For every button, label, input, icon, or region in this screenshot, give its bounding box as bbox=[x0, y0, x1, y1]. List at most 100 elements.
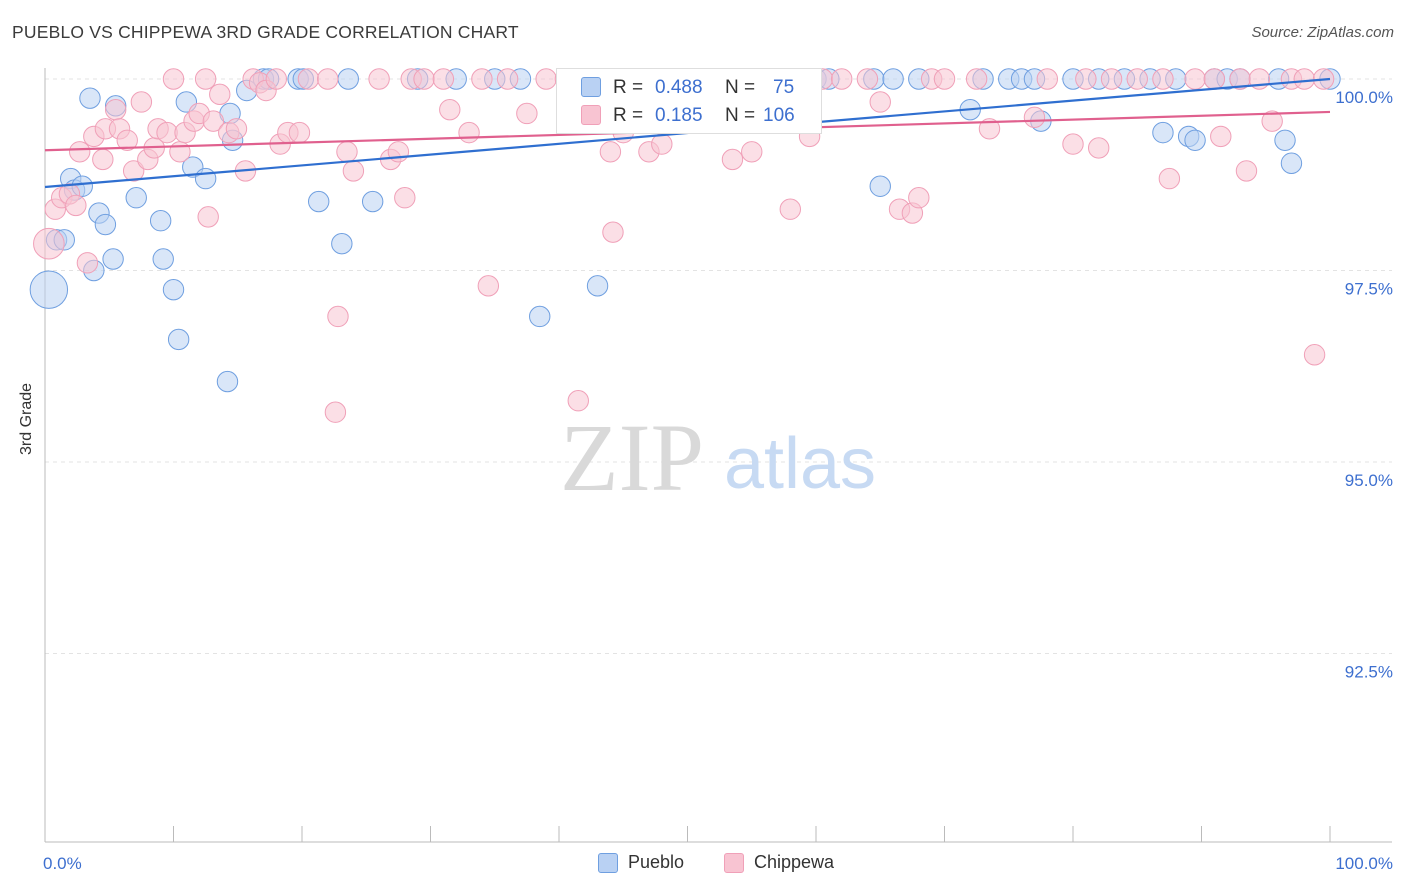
chippewa-point bbox=[104, 98, 127, 121]
chippewa-point bbox=[33, 227, 65, 260]
chippewa-point bbox=[342, 160, 365, 182]
chippewa-point bbox=[1100, 68, 1123, 90]
chippewa-point bbox=[65, 194, 87, 217]
chippewa-point bbox=[130, 91, 153, 113]
pueblo-legend-label: Pueblo bbox=[628, 852, 685, 872]
chippewa-point bbox=[368, 68, 390, 90]
chippewa-point bbox=[1023, 106, 1046, 129]
chippewa-point bbox=[1203, 68, 1226, 90]
source-label: Source: ZipAtlas.com bbox=[1251, 24, 1394, 41]
chippewa-point bbox=[432, 68, 455, 90]
chippewa-point bbox=[1235, 160, 1258, 182]
watermark-atlas: atlas bbox=[724, 424, 876, 504]
chippewa-point bbox=[831, 68, 853, 90]
chippewa-point bbox=[225, 118, 248, 140]
chippewa-point bbox=[651, 133, 673, 155]
pueblo-point bbox=[869, 175, 891, 197]
pueblo-point bbox=[308, 190, 330, 213]
y-tick-label: 92.5% bbox=[1345, 663, 1393, 682]
chippewa-point bbox=[1062, 133, 1084, 155]
watermark: ZIP atlas bbox=[560, 404, 876, 511]
chippewa-point bbox=[162, 68, 185, 90]
chippewa-point bbox=[1210, 125, 1232, 148]
pueblo-point bbox=[162, 278, 185, 301]
chippewa-point bbox=[116, 129, 138, 151]
pueblo-point bbox=[586, 275, 609, 297]
chippewa-point bbox=[169, 141, 191, 163]
pueblo-point bbox=[361, 190, 384, 213]
chippewa-point bbox=[156, 121, 178, 144]
chippewa-point bbox=[965, 68, 988, 90]
pueblo-r-value: 0.488 bbox=[655, 77, 703, 98]
x-tick-label: 100.0% bbox=[1335, 854, 1393, 873]
chippewa-n-value: 106 bbox=[763, 105, 795, 126]
r-label: R = bbox=[613, 77, 644, 98]
chippewa-point bbox=[496, 68, 519, 90]
pueblo-point bbox=[79, 87, 101, 109]
chippewa-point bbox=[1303, 344, 1326, 366]
chippewa-point bbox=[471, 68, 493, 90]
y-tick-label: 95.0% bbox=[1345, 471, 1393, 490]
chippewa-point bbox=[1075, 68, 1097, 90]
chart-title: PUEBLO VS CHIPPEWA 3RD GRADE CORRELATION… bbox=[12, 22, 519, 42]
n-label: N = bbox=[725, 77, 756, 98]
pueblo-point bbox=[167, 328, 190, 351]
r-label: R = bbox=[613, 105, 644, 126]
chippewa-point bbox=[327, 305, 349, 328]
chippewa-point bbox=[978, 118, 1001, 140]
pueblo-point bbox=[94, 213, 117, 236]
chippewa-point bbox=[535, 68, 557, 90]
pueblo-point bbox=[149, 210, 172, 232]
chippewa-point bbox=[599, 141, 622, 163]
chippewa-point bbox=[908, 187, 930, 209]
chippewa-swatch bbox=[581, 105, 601, 125]
chippewa-point bbox=[721, 148, 744, 171]
chippewa-point bbox=[122, 160, 145, 182]
y-tick-label: 97.5% bbox=[1345, 280, 1393, 299]
chippewa-point bbox=[1261, 110, 1283, 132]
watermark-zip: ZIP bbox=[560, 404, 704, 511]
pueblo-point bbox=[29, 270, 69, 309]
chippewa-point bbox=[297, 68, 320, 90]
chippewa-point bbox=[288, 121, 311, 144]
stats-legend: R = 0.488 N = 75 R = 0.185 N = 106 bbox=[556, 68, 822, 134]
chippewa-point bbox=[1158, 167, 1181, 190]
chippewa-point bbox=[92, 148, 114, 171]
pueblo-point bbox=[331, 232, 353, 255]
chippewa-point bbox=[567, 390, 589, 412]
y-axis-label: 3rd Grade bbox=[18, 382, 35, 455]
chippewa-point bbox=[516, 102, 538, 125]
chippewa-point bbox=[741, 141, 763, 163]
pueblo-legend-swatch bbox=[598, 853, 618, 873]
pueblo-n-value: 75 bbox=[773, 77, 795, 98]
pueblo-point bbox=[1280, 152, 1303, 174]
chippewa-point bbox=[869, 91, 891, 113]
chippewa-point bbox=[1126, 68, 1148, 90]
chippewa-point bbox=[933, 68, 956, 90]
chippewa-point bbox=[1152, 68, 1174, 90]
pueblo-point bbox=[337, 68, 359, 90]
chippewa-point bbox=[76, 252, 99, 274]
chippewa-r-value: 0.185 bbox=[655, 105, 703, 126]
chippewa-point bbox=[413, 68, 435, 90]
chippewa-point bbox=[194, 68, 217, 90]
pueblo-point bbox=[194, 167, 217, 190]
chippewa-legend-label: Chippewa bbox=[754, 852, 835, 872]
chippewa-point bbox=[209, 83, 231, 106]
chippewa-point bbox=[1293, 68, 1316, 90]
chippewa-point bbox=[602, 221, 624, 243]
pueblo-point bbox=[152, 248, 174, 270]
chippewa-point bbox=[779, 198, 801, 220]
pueblo-point bbox=[882, 68, 904, 90]
pueblo-point bbox=[1152, 121, 1174, 144]
pueblo-point bbox=[1184, 129, 1206, 151]
axes bbox=[44, 68, 1392, 843]
tick-labels: 100.0% 97.5% 95.0% 92.5% 0.0% 100.0% bbox=[43, 88, 1393, 873]
chippewa-point bbox=[439, 98, 461, 121]
chippewa-point bbox=[1088, 137, 1110, 159]
pueblo-point bbox=[1274, 129, 1296, 151]
chippewa-point bbox=[197, 206, 219, 228]
pueblo-point bbox=[125, 187, 147, 209]
chippewa-point bbox=[1184, 68, 1206, 90]
chippewa-point bbox=[458, 121, 480, 144]
